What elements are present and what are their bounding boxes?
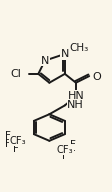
Text: NH: NH xyxy=(67,100,84,110)
Text: F: F xyxy=(62,151,68,161)
Text: CF₃: CF₃ xyxy=(10,136,26,146)
Text: F: F xyxy=(5,139,11,149)
Text: F: F xyxy=(70,140,76,150)
Text: F: F xyxy=(13,144,19,154)
Text: O: O xyxy=(92,72,101,82)
Text: F: F xyxy=(5,131,11,141)
Text: HN: HN xyxy=(68,91,84,101)
Text: CF₃: CF₃ xyxy=(57,145,73,155)
Text: CH₃: CH₃ xyxy=(69,43,88,53)
Text: F: F xyxy=(70,147,76,157)
Text: Cl: Cl xyxy=(10,69,21,79)
Text: N: N xyxy=(41,56,49,66)
Text: N: N xyxy=(61,49,69,59)
